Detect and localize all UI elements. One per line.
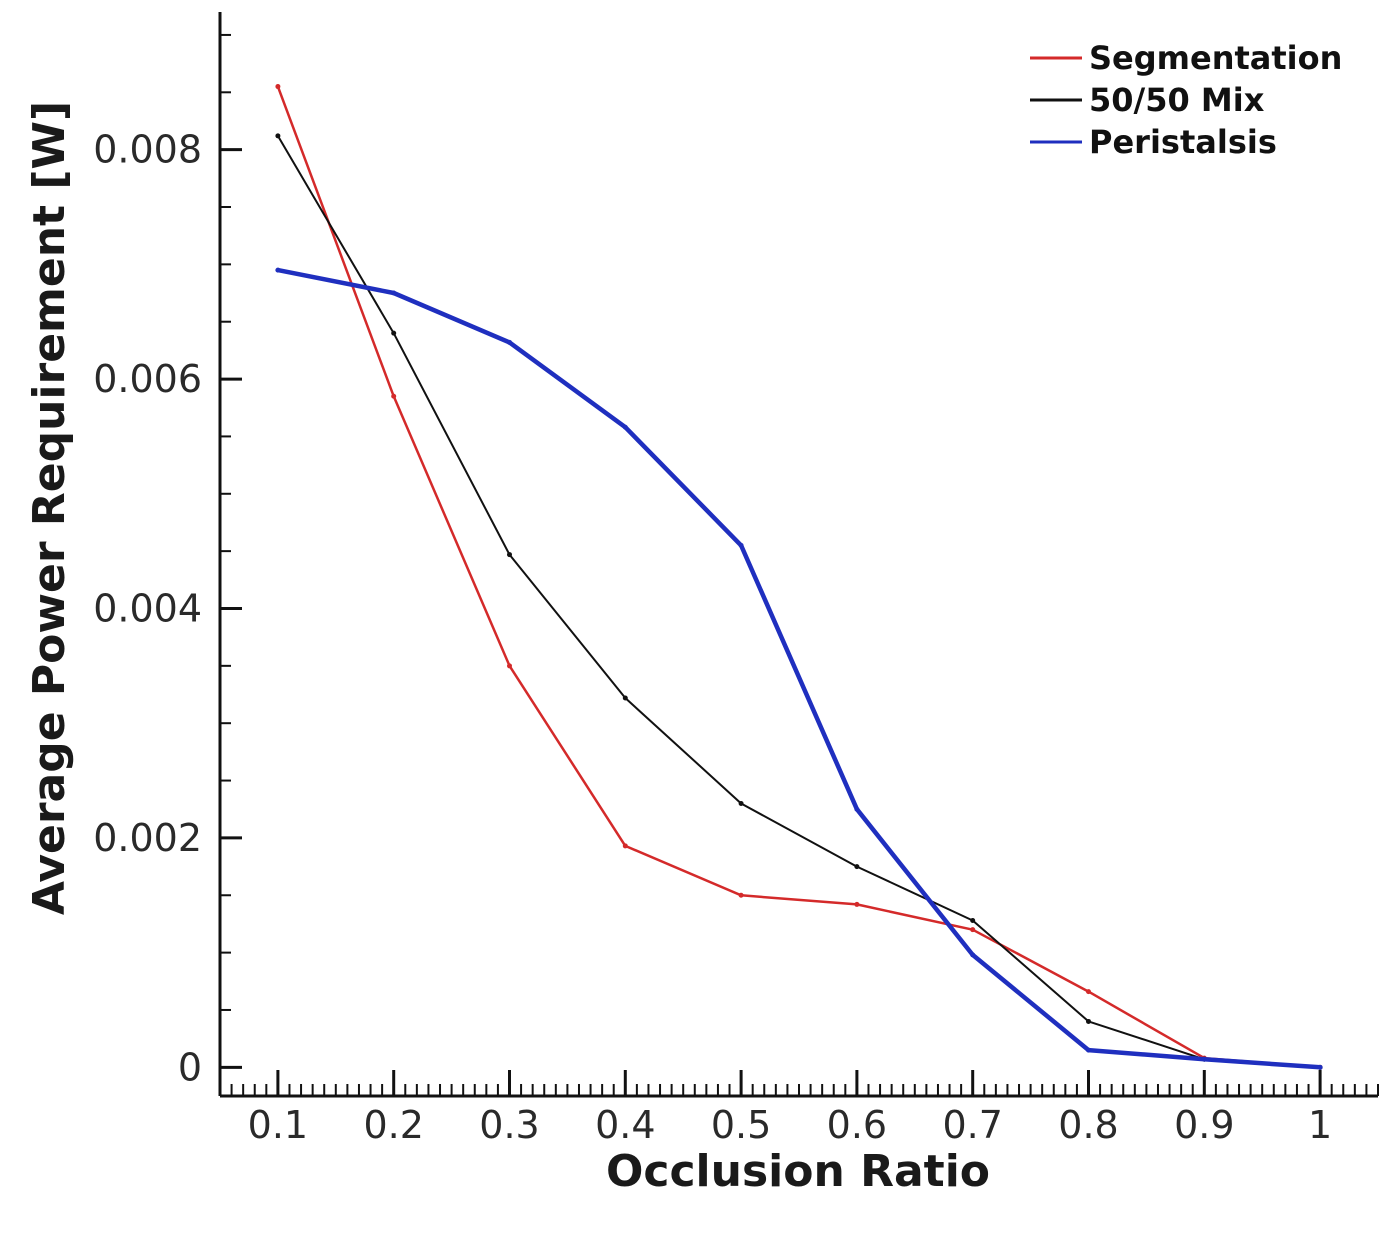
- data-point-50-50-mix: [507, 552, 512, 558]
- y-tick-label: 0.002: [93, 816, 202, 860]
- legend: Segmentation 50/50 Mix Peristalsis: [1030, 39, 1342, 161]
- data-point-segmentation: [275, 84, 281, 90]
- y-axis-title: Average Power Requirement [W]: [24, 101, 75, 915]
- data-point-50-50-mix: [1086, 1018, 1091, 1024]
- data-point-peristalsis: [275, 267, 281, 273]
- data-point-segmentation: [854, 901, 860, 907]
- x-tick-label: 0.6: [827, 1103, 887, 1147]
- axes: [218, 12, 1379, 1098]
- y-tick-label: 0.004: [93, 586, 202, 630]
- data-point-50-50-mix: [854, 864, 860, 870]
- x-tick-label: 1: [1308, 1103, 1332, 1147]
- data-point-50-50-mix: [275, 133, 281, 139]
- x-tick-label: 0.7: [942, 1103, 1002, 1147]
- legend-label: Peristalsis: [1089, 123, 1277, 161]
- data-point-50-50-mix: [391, 330, 397, 336]
- data-point-segmentation: [391, 393, 397, 399]
- data-point-peristalsis: [1201, 1056, 1207, 1062]
- x-axis-title: Occlusion Ratio: [606, 1146, 990, 1197]
- data-point-peristalsis: [391, 290, 397, 296]
- data-point-50-50-mix: [738, 800, 744, 806]
- x-tick-label: 0.9: [1174, 1103, 1234, 1147]
- x-tick-label: 0.1: [248, 1103, 308, 1147]
- data-point-segmentation: [1086, 989, 1091, 995]
- tick-labels: 0 0.002 0.004 0.006 0.008 0.1 0.2 0.3 0.4 0.5 0.6 0…: [93, 128, 1332, 1147]
- data-point-segmentation: [507, 663, 512, 669]
- series-line-peristalsis: [275, 267, 1323, 1070]
- y-tick-label: 0.006: [93, 357, 202, 401]
- data-point-50-50-mix: [622, 695, 628, 701]
- x-tick-label: 0.2: [363, 1103, 423, 1147]
- data-point-peristalsis: [507, 339, 512, 345]
- x-tick-label: 0.4: [595, 1103, 655, 1147]
- data-point-segmentation: [970, 927, 976, 933]
- data-point-peristalsis: [1086, 1047, 1091, 1053]
- legend-label: 50/50 Mix: [1089, 81, 1265, 119]
- series-line-50-50-mix: [276, 134, 1322, 1069]
- data-point-segmentation: [622, 843, 628, 849]
- legend-label: Segmentation: [1089, 39, 1342, 77]
- x-tick-label: 0.8: [1058, 1103, 1118, 1147]
- series-lines: [275, 84, 1323, 1070]
- data-point-peristalsis: [1317, 1064, 1323, 1070]
- data-point-peristalsis: [622, 424, 628, 430]
- data-point-50-50-mix: [970, 917, 976, 923]
- x-tick-label: 0.5: [711, 1103, 771, 1147]
- data-point-peristalsis: [970, 952, 976, 958]
- data-point-peristalsis: [738, 542, 744, 548]
- y-tick-label: 0.008: [93, 128, 202, 172]
- x-tick-label: 0.3: [479, 1103, 539, 1147]
- y-tick-label: 0: [178, 1045, 202, 1089]
- data-point-peristalsis: [854, 806, 860, 812]
- series-line-segmentation: [276, 85, 1322, 1069]
- data-point-segmentation: [738, 892, 744, 898]
